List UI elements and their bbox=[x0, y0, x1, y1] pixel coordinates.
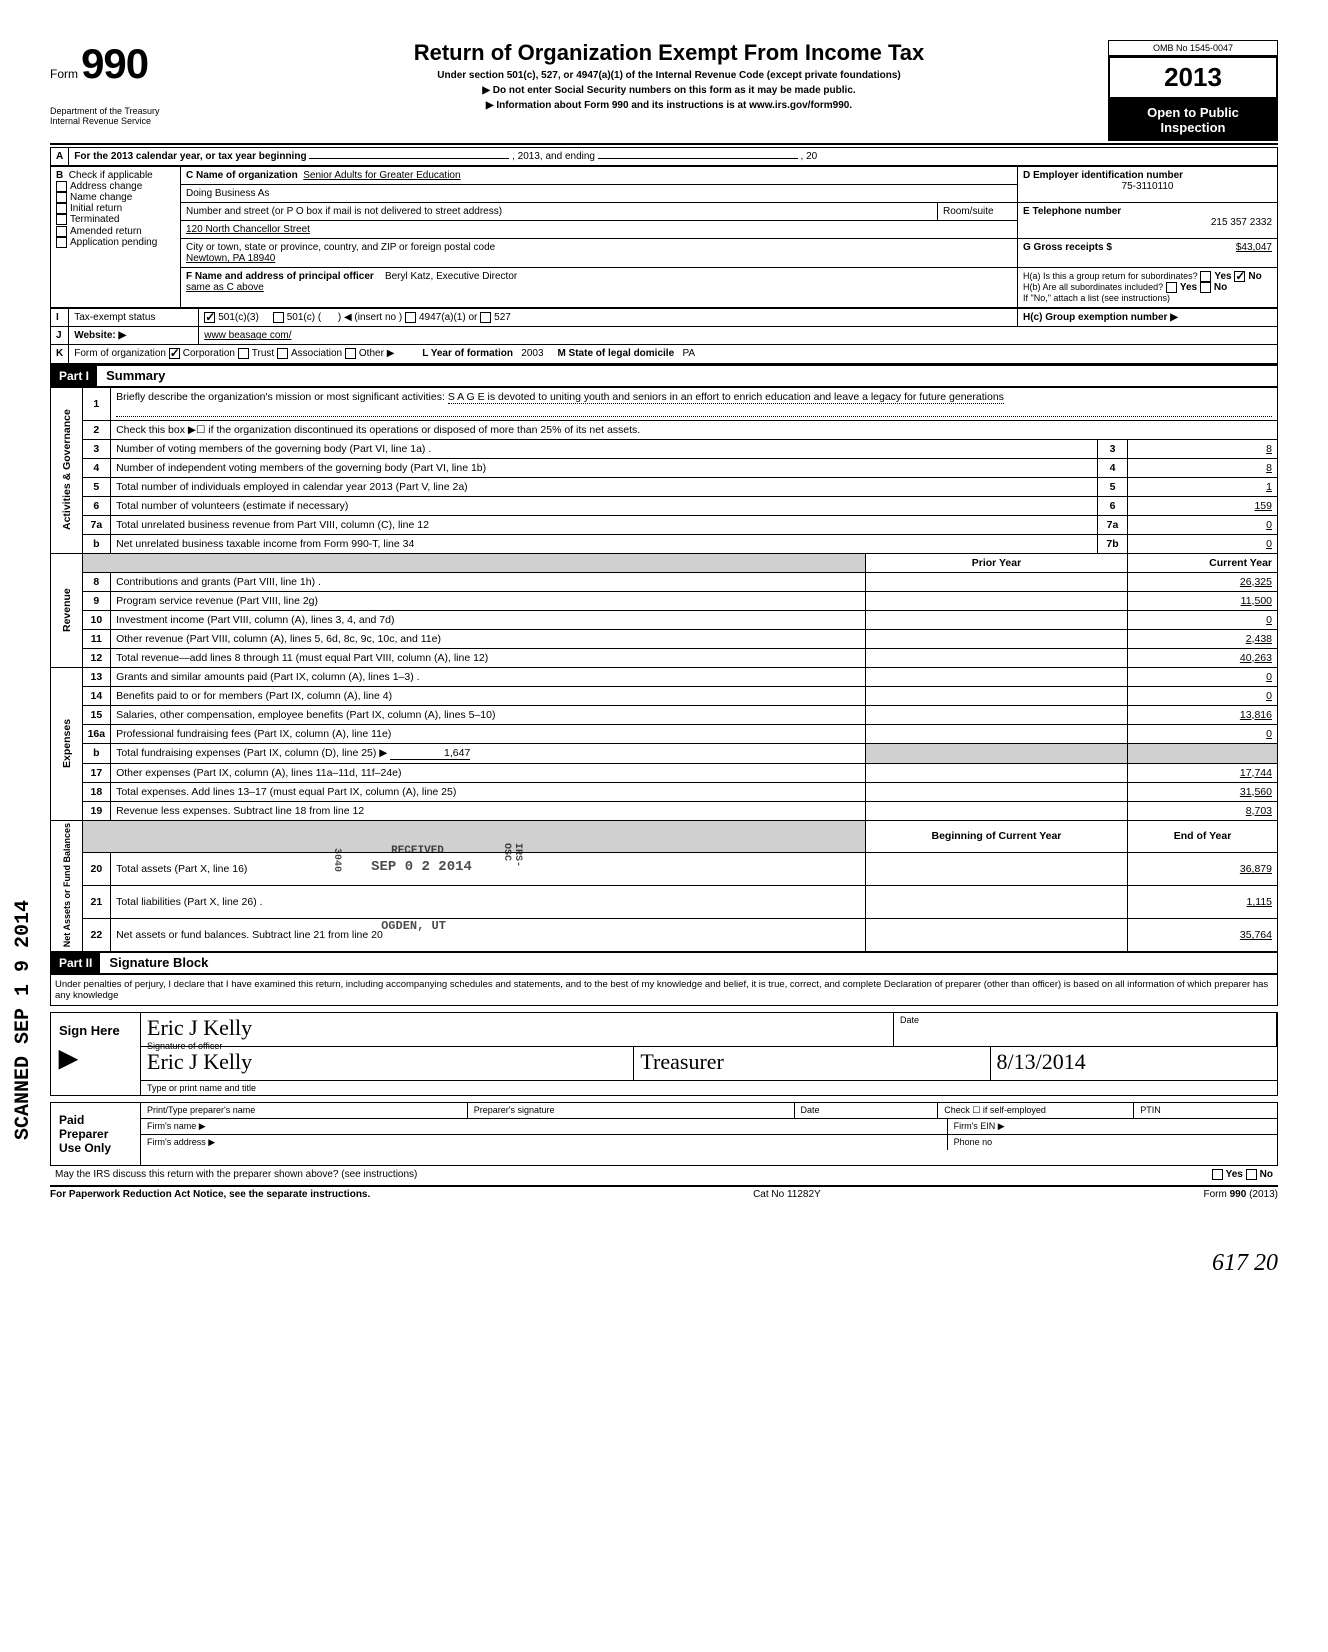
dept-treasury: Department of the Treasury bbox=[50, 106, 230, 116]
checkbox-discuss-yes[interactable] bbox=[1212, 1169, 1223, 1180]
checkbox-ha-yes[interactable] bbox=[1200, 271, 1211, 282]
gross-receipts: $43,047 bbox=[1236, 242, 1272, 253]
checkbox-other[interactable] bbox=[345, 348, 356, 359]
header-grid: B Check if applicable Address change Nam… bbox=[50, 166, 1278, 308]
principal-officer: Beryl Katz, Executive Director bbox=[385, 271, 517, 282]
sidebar-governance: Activities & Governance bbox=[51, 387, 83, 553]
year-formation: 2003 bbox=[521, 349, 543, 360]
checkbox-discuss-no[interactable] bbox=[1246, 1169, 1257, 1180]
stamp-code: 3040 bbox=[331, 848, 342, 872]
checkbox-address-change[interactable] bbox=[56, 181, 67, 192]
open-inspection: Open to Public Inspection bbox=[1108, 99, 1278, 141]
form-ref: Form 990 (2013) bbox=[1204, 1189, 1278, 1200]
part2-title: Signature Block bbox=[109, 955, 208, 970]
form-title: Return of Organization Exempt From Incom… bbox=[230, 40, 1108, 66]
subtitle-3: ▶ Information about Form 990 and its ins… bbox=[230, 100, 1108, 111]
stamp-received: RECEIVED bbox=[391, 845, 444, 857]
form-number: 990 bbox=[81, 40, 148, 87]
paid-preparer-block: Paid Preparer Use Only Print/Type prepar… bbox=[50, 1102, 1278, 1166]
typed-title: Treasurer bbox=[640, 1049, 724, 1074]
part1-title: Summary bbox=[106, 368, 165, 383]
checkbox-ha-no[interactable] bbox=[1234, 271, 1245, 282]
handwritten-note: 617 20 bbox=[1212, 1250, 1278, 1276]
sign-date: 8/13/2014 bbox=[997, 1049, 1086, 1074]
form-label: Form bbox=[50, 67, 78, 81]
checkbox-hb-yes[interactable] bbox=[1166, 282, 1177, 293]
penalty-statement: Under penalties of perjury, I declare th… bbox=[50, 974, 1278, 1006]
omb-number: OMB No 1545-0047 bbox=[1108, 40, 1278, 56]
checkbox-initial-return[interactable] bbox=[56, 203, 67, 214]
section-ijk: I Tax-exempt status 501(c)(3) 501(c) ( )… bbox=[50, 308, 1278, 363]
state-domicile: PA bbox=[683, 349, 696, 360]
org-name: Senior Adults for Greater Education bbox=[303, 170, 460, 181]
checkbox-name-change[interactable] bbox=[56, 192, 67, 203]
checkbox-501c3[interactable] bbox=[204, 312, 215, 323]
checkbox-terminated[interactable] bbox=[56, 214, 67, 225]
ein: 75-3110110 bbox=[1023, 181, 1272, 192]
checkbox-hb-no[interactable] bbox=[1200, 282, 1211, 293]
phone: 215 357 2332 bbox=[1023, 217, 1272, 228]
mission-text: S A G E is devoted to uniting youth and … bbox=[448, 391, 1004, 404]
footer-row: May the IRS discuss this return with the… bbox=[50, 1166, 1278, 1183]
stamp-ogden: OGDEN, UT bbox=[381, 919, 446, 933]
subtitle-1: Under section 501(c), 527, or 4947(a)(1)… bbox=[230, 70, 1108, 81]
tax-year: 2013 bbox=[1108, 56, 1278, 99]
part2-header: Part II bbox=[51, 953, 100, 973]
checkbox-application-pending[interactable] bbox=[56, 237, 67, 248]
checkbox-4947[interactable] bbox=[405, 312, 416, 323]
checkbox-assoc[interactable] bbox=[277, 348, 288, 359]
street-address: 120 North Chancellor Street bbox=[181, 221, 1018, 239]
city-state-zip: Newtown, PA 18940 bbox=[186, 253, 275, 264]
sidebar-expenses: Expenses bbox=[51, 667, 83, 820]
part1-table: Activities & Governance 1 Briefly descri… bbox=[50, 387, 1278, 952]
part1-header: Part I bbox=[51, 366, 97, 386]
form-header: Form 990 Department of the Treasury Inte… bbox=[50, 40, 1278, 141]
sidebar-net-assets: Net Assets or Fund Balances bbox=[51, 820, 83, 951]
section-a: A For the 2013 calendar year, or tax yea… bbox=[50, 147, 1278, 166]
dept-irs: Internal Revenue Service bbox=[50, 116, 230, 126]
checkbox-trust[interactable] bbox=[238, 348, 249, 359]
stamp-irs-osc: IRS-OSC bbox=[501, 843, 523, 885]
officer-signature: Eric J Kelly bbox=[147, 1015, 252, 1040]
paperwork-notice: For Paperwork Reduction Act Notice, see … bbox=[50, 1189, 370, 1200]
scanned-stamp: SCANNED SEP 1 9 2014 bbox=[12, 900, 35, 1140]
checkbox-501c[interactable] bbox=[273, 312, 284, 323]
cat-no: Cat No 11282Y bbox=[753, 1189, 821, 1200]
sign-arrow-icon: ▶ bbox=[59, 1044, 132, 1073]
website: www beasage com/ bbox=[199, 327, 1278, 345]
checkbox-amended[interactable] bbox=[56, 226, 67, 237]
sign-here-block: Sign Here ▶ Eric J Kelly Signature of of… bbox=[50, 1012, 1278, 1096]
checkbox-527[interactable] bbox=[480, 312, 491, 323]
stamp-date: SEP 0 2 2014 bbox=[371, 859, 472, 875]
sidebar-revenue: Revenue bbox=[51, 553, 83, 667]
typed-name: Eric J Kelly bbox=[147, 1049, 252, 1074]
subtitle-2: ▶ Do not enter Social Security numbers o… bbox=[230, 85, 1108, 96]
checkbox-corp[interactable] bbox=[169, 348, 180, 359]
